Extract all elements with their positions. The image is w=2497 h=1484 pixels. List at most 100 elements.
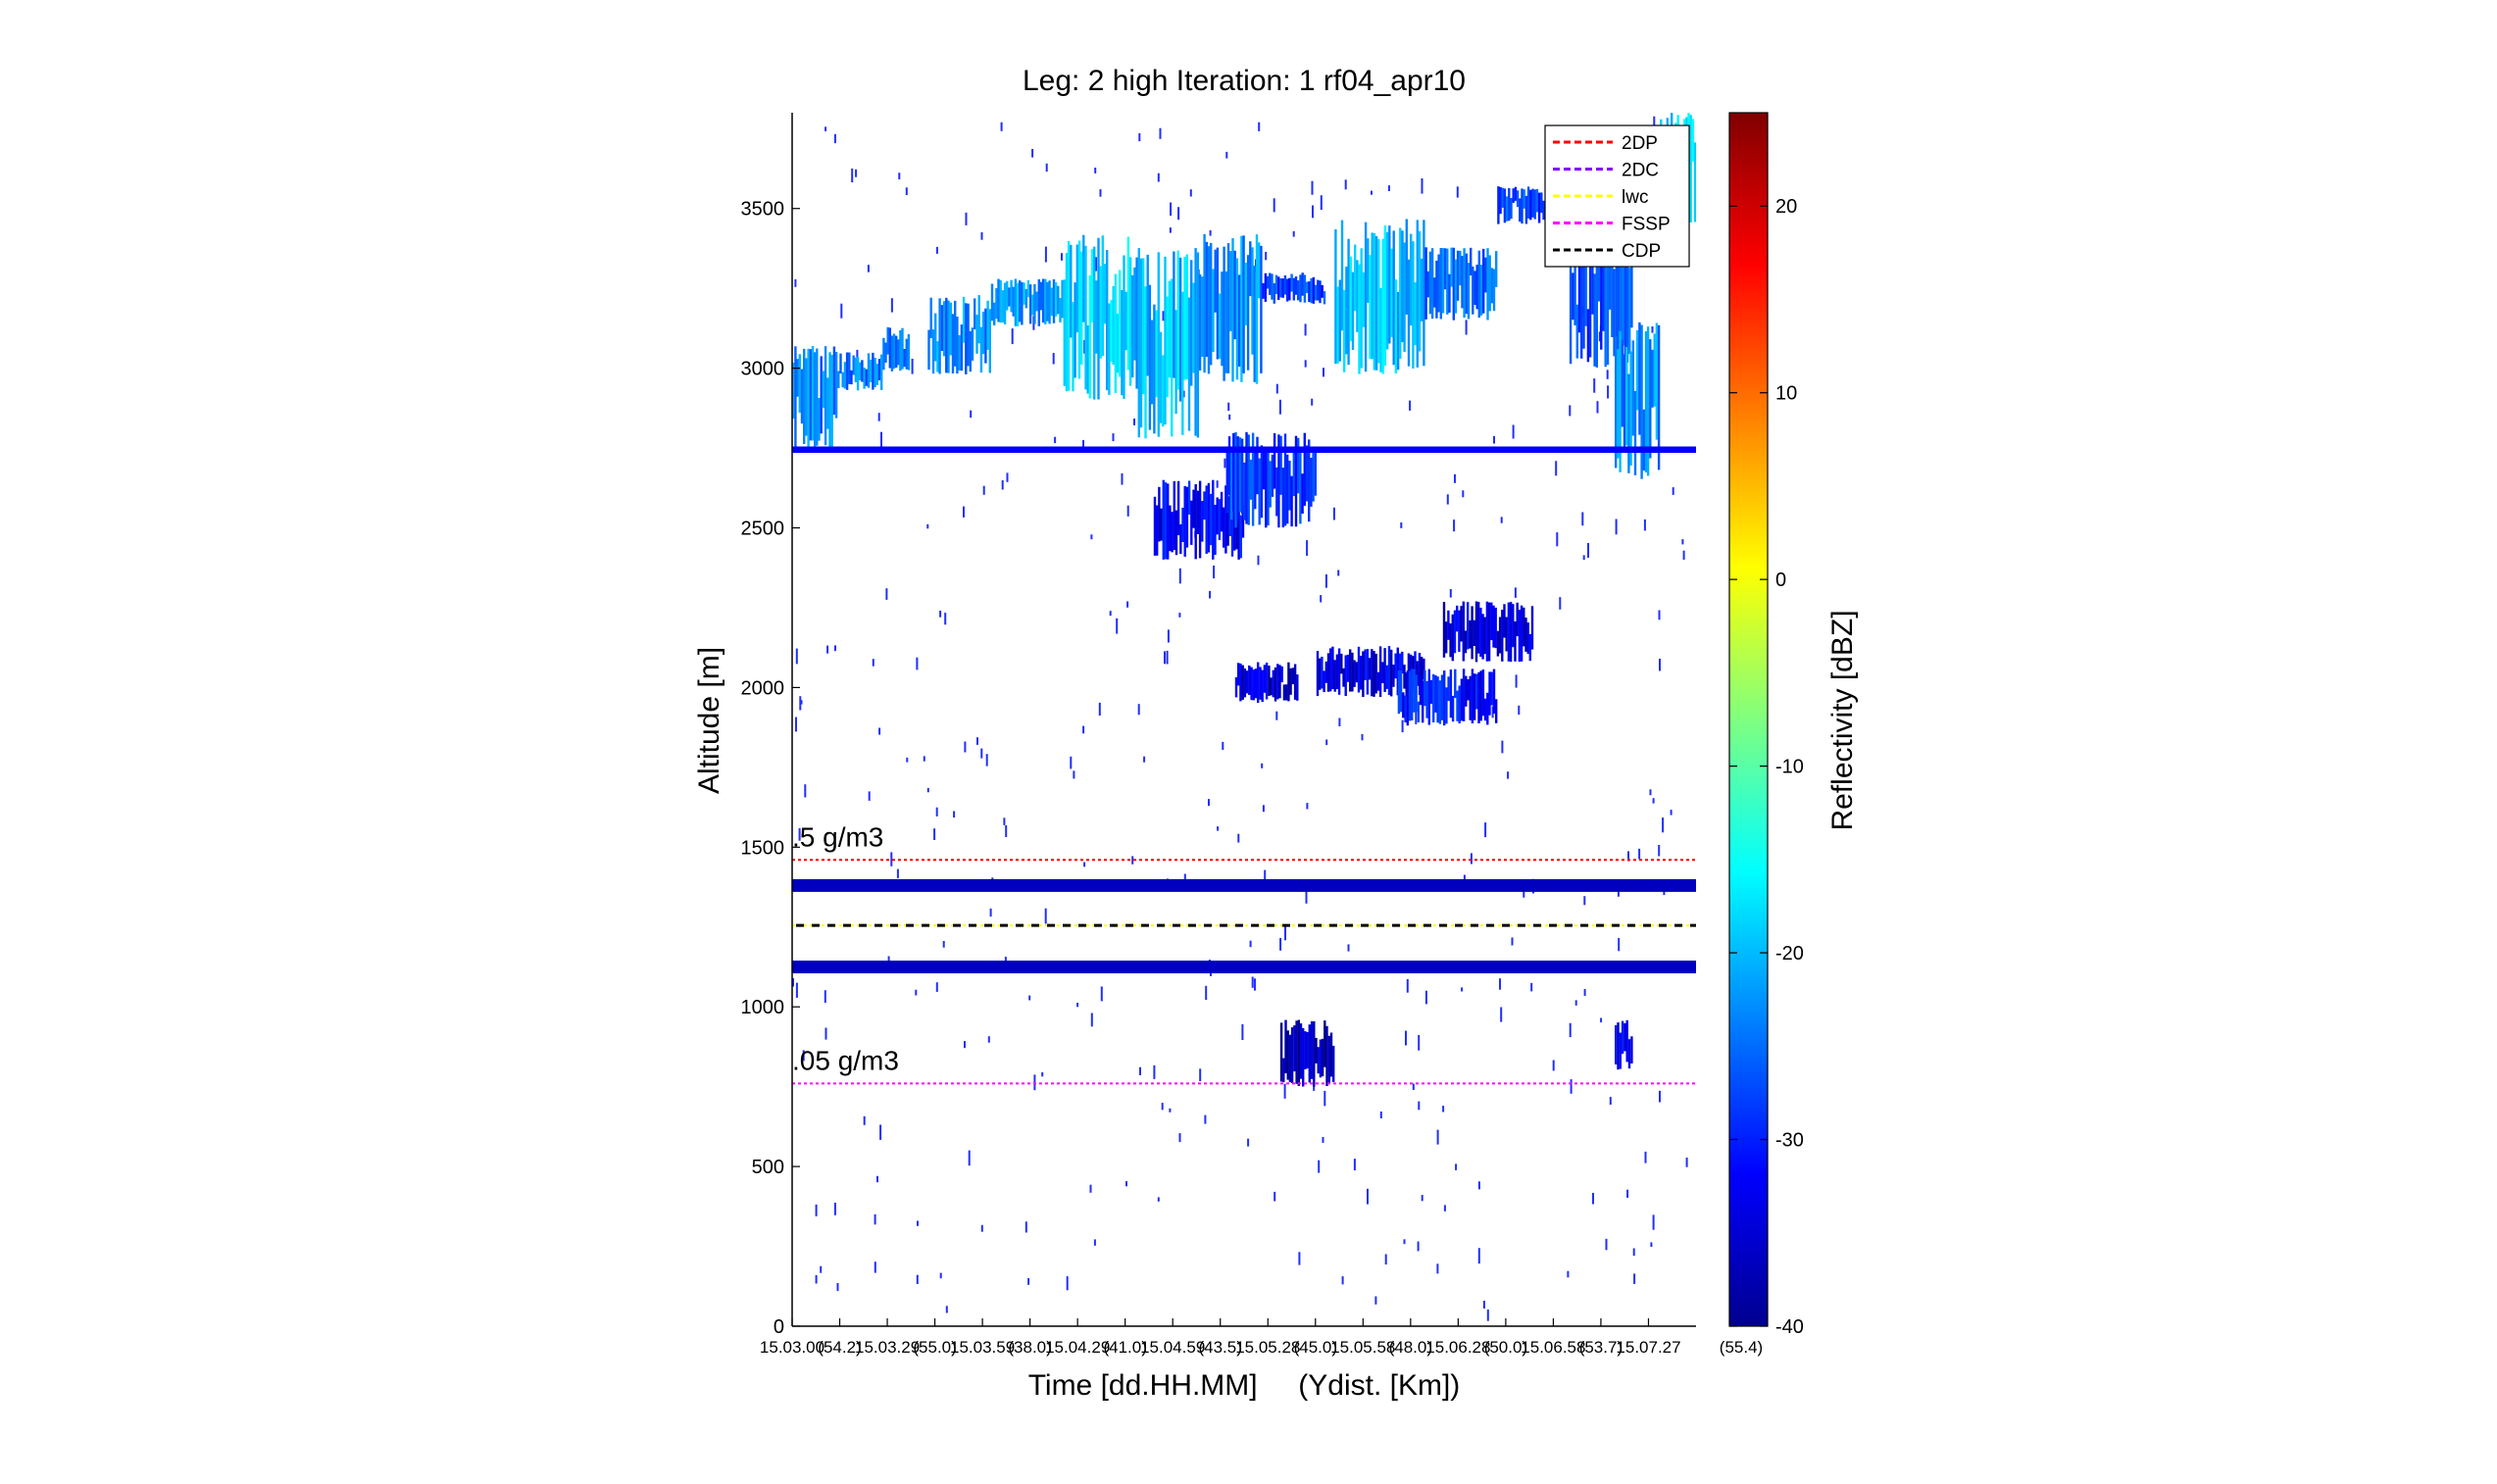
echo-streak	[1046, 281, 1049, 322]
noise-speck	[987, 1036, 990, 1043]
echo-streak	[1321, 1038, 1324, 1077]
echo-streak	[818, 398, 821, 441]
echo-streak	[1235, 258, 1239, 380]
x-axis-ticks: 15.03.00(54.2)15.03.29(55.0)15.03.59(38.…	[760, 1318, 1763, 1357]
echo-streak	[897, 339, 900, 366]
noise-speck	[1254, 978, 1256, 991]
echo-streak	[1080, 251, 1083, 365]
echo-streak	[1252, 669, 1255, 701]
echo-streak	[1321, 657, 1323, 689]
echo-streak	[1261, 669, 1264, 703]
echo-streak	[936, 341, 939, 372]
echo-streak	[1492, 605, 1495, 648]
echo-streak	[1326, 653, 1330, 692]
echo-streak	[1451, 695, 1455, 722]
horizontal-bands	[792, 446, 1696, 973]
echo-streak	[822, 371, 825, 409]
echo-streak	[1453, 610, 1457, 654]
echo-streak	[1257, 662, 1260, 703]
echo-streak	[1224, 271, 1227, 373]
echo-streak	[1459, 250, 1462, 286]
echo-streak	[1289, 668, 1292, 695]
echo-region	[927, 295, 991, 374]
echo-streak	[929, 297, 932, 338]
echo-streak	[1492, 269, 1496, 312]
echo-streak	[1625, 1019, 1628, 1063]
echo-streak	[1344, 655, 1347, 696]
noise-speck	[1305, 890, 1308, 904]
echo-streak	[1364, 222, 1368, 372]
noise-speck	[1449, 589, 1452, 598]
echo-streak	[1238, 437, 1242, 513]
echo-streak	[1495, 251, 1498, 287]
y-axis-label: Altitude [m]	[693, 647, 725, 794]
noise-speck	[1121, 472, 1124, 485]
echo-streak	[1275, 467, 1278, 517]
echo-streak	[1164, 482, 1168, 560]
echo-streak	[1343, 289, 1346, 372]
echo-streak	[1528, 634, 1531, 662]
noise-speck	[1283, 1083, 1286, 1099]
echo-streak	[1427, 668, 1430, 725]
echo-streak	[990, 283, 994, 322]
echo-streak	[1401, 230, 1404, 343]
echo-streak	[854, 357, 858, 382]
noise-speck	[885, 588, 888, 600]
echo-streak	[1483, 698, 1487, 721]
noise-speck	[1304, 360, 1307, 368]
noise-speck	[1418, 1034, 1421, 1051]
echo-streak	[1273, 433, 1276, 489]
noise-speck	[1418, 1101, 1421, 1111]
noise-speck	[1606, 370, 1609, 379]
echo-streak	[1174, 510, 1178, 556]
noise-speck	[1070, 756, 1073, 769]
echo-streak	[1512, 604, 1515, 648]
echo-streak	[803, 348, 806, 444]
echo-streak	[977, 295, 980, 344]
echo-streak	[1403, 665, 1406, 689]
echo-region	[1615, 1019, 1633, 1070]
noise-speck	[1157, 173, 1160, 182]
echo-streak	[1251, 432, 1255, 526]
noise-speck	[911, 359, 914, 374]
echo-streak	[1383, 648, 1386, 692]
echo-streak	[1176, 250, 1179, 390]
echo-streak	[1233, 250, 1236, 340]
echo-streak	[1181, 508, 1184, 542]
echo-streak	[1526, 186, 1530, 219]
noise-speck	[1446, 494, 1449, 505]
echo-streak	[1305, 445, 1309, 502]
noise-speck	[1384, 1254, 1387, 1265]
echo-streak	[1059, 298, 1062, 322]
echo-streak	[1407, 259, 1411, 367]
echo-streak	[1423, 658, 1425, 680]
echo-streak	[1509, 602, 1513, 663]
echo-streak	[1297, 437, 1300, 494]
echo-streak	[1443, 670, 1446, 726]
echo-streak	[1099, 266, 1102, 359]
echo-streak	[1308, 1024, 1311, 1083]
noise-speck	[876, 1175, 878, 1183]
echo-streak	[1008, 287, 1011, 307]
echo-streak	[1237, 663, 1240, 686]
echo-streak	[1218, 499, 1222, 540]
echo-streak	[1362, 272, 1366, 327]
echo-streak	[1379, 287, 1382, 372]
noise-speck	[1323, 368, 1324, 377]
noise-speck	[1094, 168, 1097, 173]
echo-streak	[1340, 653, 1343, 674]
echo-streak	[905, 338, 908, 370]
echo-streak	[1430, 248, 1434, 320]
x-tick-label: (54.2)	[818, 1338, 861, 1357]
echo-streak	[1243, 462, 1246, 520]
echo-streak	[830, 355, 833, 448]
echo-streak	[1240, 235, 1243, 382]
noise-speck	[1556, 532, 1559, 547]
echo-streak	[1575, 304, 1578, 359]
noise-speck	[836, 1283, 839, 1292]
echo-streak	[1057, 285, 1060, 315]
noise-speck	[980, 748, 983, 759]
noise-speck	[1361, 733, 1364, 741]
echo-streak	[1303, 432, 1306, 506]
echo-streak	[1461, 256, 1464, 309]
